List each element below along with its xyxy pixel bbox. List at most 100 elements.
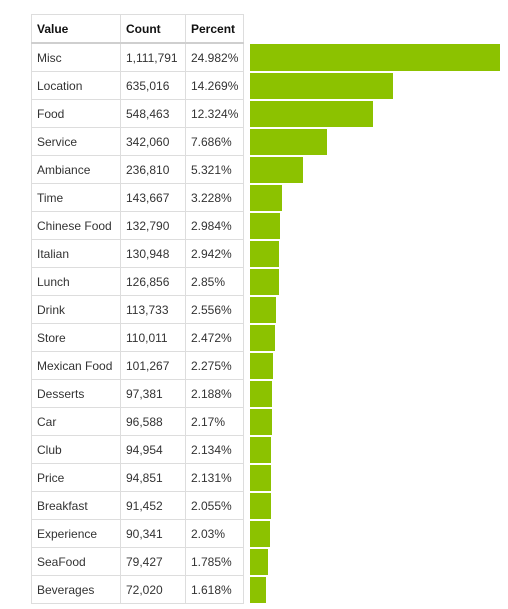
- cell-percent: 2.472%: [184, 323, 245, 352]
- percentage-bars: [250, 0, 500, 609]
- percent-bar: [250, 268, 279, 295]
- cell-count: 635,016: [120, 71, 186, 100]
- cell-count: 96,588: [120, 407, 186, 436]
- cell-count: 101,267: [120, 351, 186, 380]
- percent-bar: [250, 464, 271, 491]
- table-row: Chinese Food 132,790 2.984%: [31, 211, 245, 240]
- cell-value: Beverages: [31, 575, 121, 604]
- cell-count: 143,667: [120, 183, 186, 212]
- column-header-percent[interactable]: Percent: [184, 14, 245, 44]
- cell-value: Breakfast: [31, 491, 121, 520]
- cell-percent: 12.324%: [184, 99, 245, 128]
- cell-count: 110,011: [120, 323, 186, 352]
- percent-bar: [250, 184, 282, 211]
- cell-value: SeaFood: [31, 547, 121, 576]
- column-header-value[interactable]: Value: [31, 14, 121, 44]
- cell-count: 342,060: [120, 127, 186, 156]
- cell-value: Location: [31, 71, 121, 100]
- cell-count: 113,733: [120, 295, 186, 324]
- table-header-row: Value Count Percent: [31, 14, 245, 44]
- cell-value: Drink: [31, 295, 121, 324]
- percent-bar: [250, 72, 393, 99]
- cell-count: 1,111,791: [120, 42, 186, 72]
- column-header-count[interactable]: Count: [120, 14, 186, 44]
- percent-bar: [250, 548, 268, 575]
- cell-value: Car: [31, 407, 121, 436]
- cell-count: 79,427: [120, 547, 186, 576]
- cell-percent: 2.03%: [184, 519, 245, 548]
- cell-percent: 7.686%: [184, 127, 245, 156]
- cell-percent: 2.942%: [184, 239, 245, 268]
- cell-percent: 2.85%: [184, 267, 245, 296]
- table-row: Experience 90,341 2.03%: [31, 519, 245, 548]
- table-row: Car 96,588 2.17%: [31, 407, 245, 436]
- cell-value: Time: [31, 183, 121, 212]
- cell-value: Price: [31, 463, 121, 492]
- table-row: Desserts 97,381 2.188%: [31, 379, 245, 408]
- table-row: Ambiance 236,810 5.321%: [31, 155, 245, 184]
- cell-count: 236,810: [120, 155, 186, 184]
- cell-percent: 2.131%: [184, 463, 245, 492]
- table-row: Mexican Food 101,267 2.275%: [31, 351, 245, 380]
- cell-value: Misc: [31, 42, 121, 72]
- percent-bar: [250, 100, 373, 127]
- cell-count: 97,381: [120, 379, 186, 408]
- cell-value: Club: [31, 435, 121, 464]
- percent-bar: [250, 240, 279, 267]
- percent-bar: [250, 128, 327, 155]
- cell-percent: 14.269%: [184, 71, 245, 100]
- cell-percent: 2.055%: [184, 491, 245, 520]
- percent-bar: [250, 352, 273, 379]
- cell-percent: 5.321%: [184, 155, 245, 184]
- percent-bar: [250, 520, 270, 547]
- cell-percent: 2.17%: [184, 407, 245, 436]
- percent-bar: [250, 156, 303, 183]
- cell-percent: 2.556%: [184, 295, 245, 324]
- table-row: SeaFood 79,427 1.785%: [31, 547, 245, 576]
- cell-value: Lunch: [31, 267, 121, 296]
- percent-bar: [250, 296, 276, 323]
- cell-value: Ambiance: [31, 155, 121, 184]
- cell-value: Mexican Food: [31, 351, 121, 380]
- percent-bar: [250, 380, 272, 407]
- percent-bar: [250, 324, 275, 351]
- cell-percent: 24.982%: [184, 42, 245, 72]
- percent-bar: [250, 576, 266, 603]
- cell-percent: 2.134%: [184, 435, 245, 464]
- table-row: Location 635,016 14.269%: [31, 71, 245, 100]
- percent-bar: [250, 44, 500, 71]
- cell-value: Chinese Food: [31, 211, 121, 240]
- cell-percent: 1.618%: [184, 575, 245, 604]
- table-row: Time 143,667 3.228%: [31, 183, 245, 212]
- cell-count: 91,452: [120, 491, 186, 520]
- cell-percent: 2.275%: [184, 351, 245, 380]
- cell-value: Desserts: [31, 379, 121, 408]
- percent-bar: [250, 212, 280, 239]
- cell-percent: 3.228%: [184, 183, 245, 212]
- table-row: Club 94,954 2.134%: [31, 435, 245, 464]
- cell-percent: 2.984%: [184, 211, 245, 240]
- percent-bar: [250, 436, 271, 463]
- cell-value: Experience: [31, 519, 121, 548]
- cell-count: 94,851: [120, 463, 186, 492]
- cell-percent: 1.785%: [184, 547, 245, 576]
- table-row: Drink 113,733 2.556%: [31, 295, 245, 324]
- cell-count: 72,020: [120, 575, 186, 604]
- cell-value: Service: [31, 127, 121, 156]
- table-row: Lunch 126,856 2.85%: [31, 267, 245, 296]
- cell-count: 94,954: [120, 435, 186, 464]
- cell-value: Food: [31, 99, 121, 128]
- table-row: Service 342,060 7.686%: [31, 127, 245, 156]
- table-row: Breakfast 91,452 2.055%: [31, 491, 245, 520]
- table-row: Store 110,011 2.472%: [31, 323, 245, 352]
- cell-count: 90,341: [120, 519, 186, 548]
- percent-bar: [250, 408, 272, 435]
- table-row: Italian 130,948 2.942%: [31, 239, 245, 268]
- percent-bar: [250, 492, 271, 519]
- cell-count: 130,948: [120, 239, 186, 268]
- cell-value: Italian: [31, 239, 121, 268]
- table-row: Food 548,463 12.324%: [31, 99, 245, 128]
- table-row: Misc 1,111,791 24.982%: [31, 42, 245, 72]
- cell-count: 548,463: [120, 99, 186, 128]
- cell-count: 126,856: [120, 267, 186, 296]
